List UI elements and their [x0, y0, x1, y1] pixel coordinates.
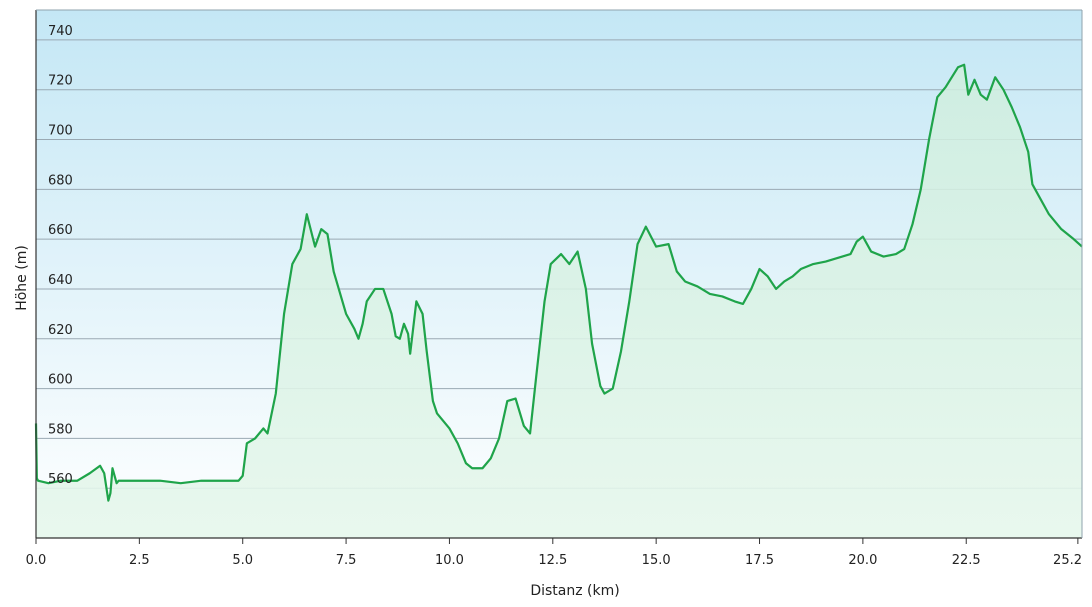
x-tick-labels: 0.0 2.5 5.0 7.5 10.0 12.5 15.0 17.5 20.0 22.5 25.2: [26, 538, 1082, 568]
x-tick-label: 17.5: [745, 553, 774, 568]
series-layer: [34, 63, 1083, 538]
axes: [35, 9, 1083, 539]
x-tick-label: 5.0: [232, 553, 253, 568]
y-tick-label: 600: [48, 373, 73, 388]
x-tick-label: 15.0: [642, 553, 671, 568]
y-tick-label: 620: [48, 323, 73, 338]
series-line: [34, 63, 1083, 502]
y-tick-labels: 560 580 600 620 640 660 680 700 720 740: [48, 24, 73, 487]
y-tick-label: 720: [48, 74, 73, 89]
x-tick-label: 7.5: [336, 553, 357, 568]
y-tick-label: 740: [48, 24, 73, 39]
x-tick-label: 2.5: [129, 553, 150, 568]
y-tick-label: 680: [48, 173, 73, 188]
y-tick-label: 560: [48, 472, 73, 487]
y-tick-label: 640: [48, 273, 73, 288]
x-tick-label: 12.5: [538, 553, 567, 568]
x-tick-label: 25.2: [1053, 553, 1082, 568]
series-area: [36, 64, 1082, 538]
x-tick-label: 10.0: [435, 553, 464, 568]
x-tick-label: 20.0: [848, 553, 877, 568]
y-tick-label: 660: [48, 223, 73, 238]
y-tick-label: 700: [48, 124, 73, 139]
x-tick-label: 22.5: [952, 553, 981, 568]
y-axis-title: Höhe (m): [14, 245, 30, 311]
x-axis-title: Distanz (km): [530, 583, 619, 599]
x-tick-label: 0.0: [26, 553, 47, 568]
y-tick-label: 580: [48, 422, 73, 437]
